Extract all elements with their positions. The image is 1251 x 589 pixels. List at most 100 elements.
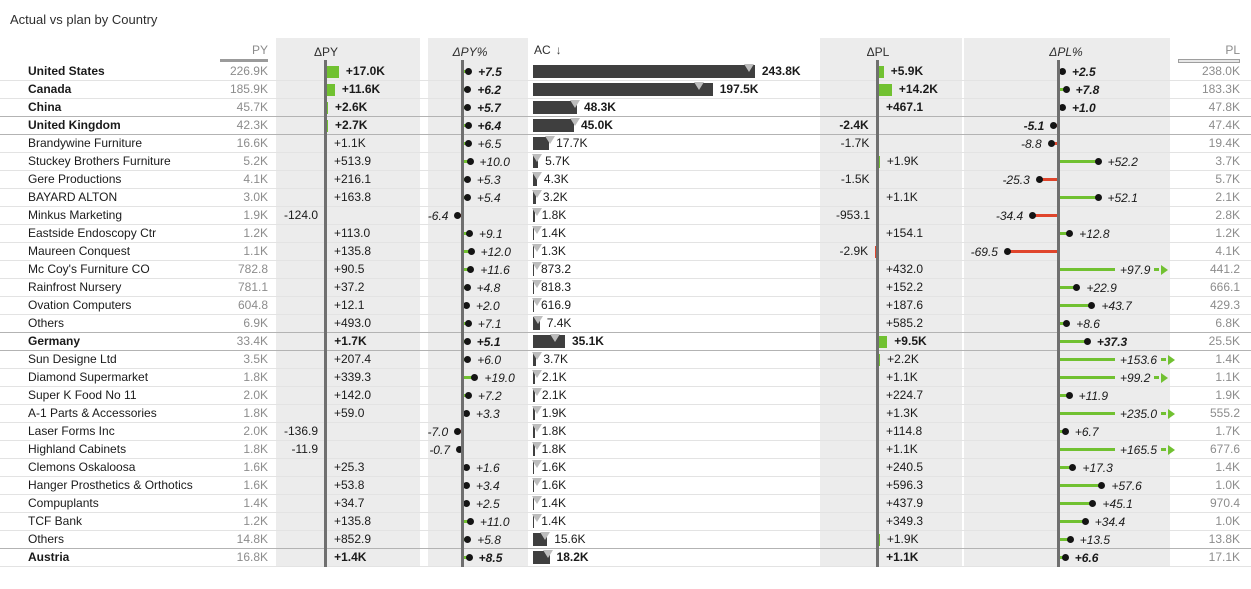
ac-column-header[interactable]: AC ↓ xyxy=(532,38,820,63)
row-label: BAYARD ALTON xyxy=(0,189,212,207)
table-row[interactable]: United States 226.9K +17.0K +7.5 243.8K … xyxy=(0,63,1251,81)
plan-marker-icon xyxy=(532,244,542,252)
delta-py-pct-cell: +11.6 xyxy=(428,261,528,279)
row-label: Others xyxy=(0,315,212,333)
delta-py-value: +17.0K xyxy=(345,64,385,78)
delta-pl-pct-cell: +165.5 xyxy=(964,441,1176,459)
delta-pl-pct-column-header[interactable]: ΔPL% xyxy=(1049,45,1083,59)
table-row[interactable]: Minkus Marketing 1.9K -124.0 -6.4 1.8K -… xyxy=(0,207,1251,225)
py-column-header[interactable]: PY xyxy=(212,38,276,63)
delta-py-pct-cell: +6.4 xyxy=(428,117,528,135)
delta-py-value: +59.0 xyxy=(334,406,365,420)
delta-pl-column-header[interactable]: ΔPL xyxy=(866,45,890,59)
table-row[interactable]: Germany 33.4K +1.7K +5.1 35.1K +9.5K +37… xyxy=(0,333,1251,351)
ac-value: 873.2 xyxy=(541,262,572,276)
ac-cell: 818.3 xyxy=(532,279,820,297)
table-row[interactable]: China 45.7K +2.6K +5.7 48.3K +467.1 +1.0… xyxy=(0,99,1251,117)
delta-pl-pct-cell: +6.7 xyxy=(964,423,1170,441)
table-row[interactable]: Ovation Computers 604.8 +12.1 +2.0 616.9… xyxy=(0,297,1251,315)
table-row[interactable]: Mc Coy's Furniture CO 782.8 +90.5 +11.6 … xyxy=(0,261,1251,279)
ac-value: 1.8K xyxy=(541,442,567,456)
table-row[interactable]: Rainfrost Nursery 781.1 +37.2 +4.8 818.3… xyxy=(0,279,1251,297)
pin-dot xyxy=(1050,122,1058,129)
table-row[interactable]: United Kingdom 42.3K +2.7K +6.4 45.0K -2… xyxy=(0,117,1251,135)
ac-value: 48.3K xyxy=(583,100,616,114)
sort-descending-icon[interactable]: ↓ xyxy=(555,43,562,57)
pct-value: +10.0 xyxy=(479,154,510,169)
delta-pl-pct-column-background xyxy=(964,38,1170,567)
table-row[interactable]: Compuplants 1.4K +34.7 +2.5 1.4K +437.9 … xyxy=(0,495,1251,513)
delta-py-bar xyxy=(326,66,339,78)
pin-dot xyxy=(1073,284,1081,291)
pct-value: +52.1 xyxy=(1107,190,1138,205)
table-row[interactable]: Super K Food No 11 2.0K +142.0 +7.2 2.1K… xyxy=(0,387,1251,405)
delta-pl-cell: +467.1 xyxy=(820,99,962,117)
pct-value: +3.3 xyxy=(476,406,500,421)
pin-dot xyxy=(464,392,472,399)
table-row[interactable]: Canada 185.9K +11.6K +6.2 197.5K +14.2K … xyxy=(0,81,1251,99)
ac-cell: 3.7K xyxy=(532,351,820,369)
py-value: 33.4K xyxy=(212,333,276,351)
table-row[interactable]: Stuckey Brothers Furniture 5.2K +513.9 +… xyxy=(0,153,1251,171)
pin-dot xyxy=(1066,536,1074,543)
delta-pl-value: +9.5K xyxy=(894,334,927,348)
delta-pl-bar xyxy=(878,336,888,348)
pct-value: +45.1 xyxy=(1102,496,1133,511)
ac-value: 3.7K xyxy=(543,352,569,366)
table-row[interactable]: Gere Productions 4.1K +216.1 +5.3 4.3K -… xyxy=(0,171,1251,189)
pct-value: +57.6 xyxy=(1111,478,1142,493)
table-row[interactable]: BAYARD ALTON 3.0K +163.8 +5.4 3.2K +1.1K… xyxy=(0,189,1251,207)
pin-stem xyxy=(1059,340,1086,343)
table-row[interactable]: Maureen Conquest 1.1K +135.8 +12.0 1.3K … xyxy=(0,243,1251,261)
table-body: United States 226.9K +17.0K +7.5 243.8K … xyxy=(0,63,1251,567)
delta-pl-cell: +1.9K xyxy=(820,153,962,171)
table-row[interactable]: Brandywine Furniture 16.6K +1.1K +6.5 17… xyxy=(0,135,1251,153)
delta-pl-pct-cell: +52.2 xyxy=(964,153,1170,171)
py-value: 4.1K xyxy=(212,171,276,189)
delta-pl-cell: -953.1 xyxy=(820,207,962,225)
delta-py-cell: +207.4 xyxy=(276,351,420,369)
table-row[interactable]: Laser Forms Inc 2.0K -136.9 -7.0 1.8K +1… xyxy=(0,423,1251,441)
delta-py-value: +493.0 xyxy=(334,316,372,330)
table-row[interactable]: Sun Designe Ltd 3.5K +207.4 +6.0 3.7K +2… xyxy=(0,351,1251,369)
pin-dot xyxy=(1035,176,1043,183)
ac-value: 4.3K xyxy=(543,172,569,186)
delta-py-value: +113.0 xyxy=(334,226,371,240)
table-row[interactable]: Highland Cabinets 1.8K -11.9 -0.7 1.8K +… xyxy=(0,441,1251,459)
pl-column-header[interactable]: PL xyxy=(1170,38,1251,63)
pin-dot xyxy=(464,536,472,543)
row-label: Eastside Endoscopy Ctr xyxy=(0,225,212,243)
delta-pl-pct-cell: -8.8 xyxy=(964,135,1170,153)
delta-pl-pct-cell: -34.4 xyxy=(964,207,1170,225)
delta-pl-cell: +1.1K xyxy=(820,441,962,459)
delta-pl-cell: +437.9 xyxy=(820,495,962,513)
ac-value: 1.9K xyxy=(541,406,567,420)
table-row[interactable]: Austria 16.8K +1.4K +8.5 18.2K +1.1K +6.… xyxy=(0,549,1251,567)
py-value: 45.7K xyxy=(212,99,276,117)
table-row[interactable]: Eastside Endoscopy Ctr 1.2K +113.0 +9.1 … xyxy=(0,225,1251,243)
delta-py-column-header[interactable]: ΔPY xyxy=(313,45,339,59)
table-row[interactable]: Diamond Supermarket 1.8K +339.3 +19.0 2.… xyxy=(0,369,1251,387)
pct-value: +153.6 xyxy=(1120,352,1158,367)
table-row[interactable]: TCF Bank 1.2K +135.8 +11.0 1.4K +349.3 +… xyxy=(0,513,1251,531)
table-row[interactable]: Others 6.9K +493.0 +7.1 7.4K +585.2 +8.6… xyxy=(0,315,1251,333)
row-label: Sun Designe Ltd xyxy=(0,351,212,369)
ac-value: 1.8K xyxy=(541,424,567,438)
pin-dot xyxy=(463,338,471,345)
ac-cell: 1.4K xyxy=(532,513,820,531)
table-row[interactable]: Others 14.8K +852.9 +5.8 15.6K +1.9K +13… xyxy=(0,531,1251,549)
delta-py-cell: +339.3 xyxy=(276,369,420,387)
ac-cell: 1.6K xyxy=(532,477,820,495)
table-row[interactable]: A-1 Parts & Accessories 1.8K +59.0 +3.3 … xyxy=(0,405,1251,423)
pin-stem xyxy=(1059,160,1097,163)
delta-pl-pct-cell: +2.5 xyxy=(964,63,1170,81)
row-label: Others xyxy=(0,531,212,549)
truncation-dash xyxy=(1161,448,1167,451)
pct-value: +19.0 xyxy=(484,370,515,385)
table-row[interactable]: Clemons Oskaloosa 1.6K +25.3 +1.6 1.6K +… xyxy=(0,459,1251,477)
row-label: Rainfrost Nursery xyxy=(0,279,212,297)
delta-py-pct-column-header[interactable]: ΔPY% xyxy=(452,45,488,59)
delta-py-cell: +37.2 xyxy=(276,279,420,297)
pin-stem xyxy=(1059,88,1065,91)
table-row[interactable]: Hanger Prosthetics & Orthotics 1.6K +53.… xyxy=(0,477,1251,495)
